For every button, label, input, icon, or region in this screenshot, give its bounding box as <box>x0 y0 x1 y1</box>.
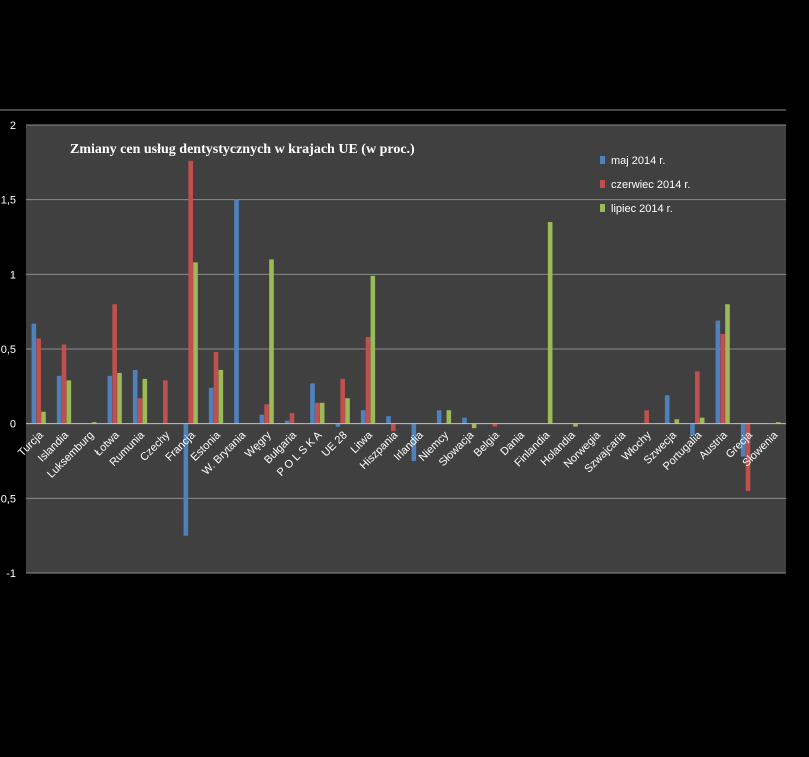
legend-label: lipiec 2014 r. <box>611 203 673 215</box>
bar-2 <box>289 413 295 424</box>
bar-3 <box>446 410 452 424</box>
bar-2 <box>315 402 320 424</box>
bar-1 <box>56 375 62 424</box>
bar-1 <box>132 369 138 424</box>
chart-title: Zmiany cen usług dentystycznych w krajac… <box>70 142 415 157</box>
bar-1 <box>411 423 417 461</box>
bar-2 <box>188 160 193 424</box>
y-tick-label: -1 <box>6 568 16 580</box>
bar-2 <box>720 334 725 424</box>
bar-3 <box>725 304 730 424</box>
y-axis: 2 1,5 1 0,5 0 -0,5 -1 <box>0 120 16 580</box>
legend-swatch <box>600 204 605 212</box>
y-tick-label: 1,5 <box>1 195 16 207</box>
y-tick-label: -0,5 <box>0 493 16 505</box>
bar-3 <box>41 411 46 424</box>
bar-2 <box>137 398 143 424</box>
bar-3 <box>471 423 477 429</box>
bar-1 <box>436 410 442 424</box>
bar-3 <box>218 369 224 424</box>
bar-2 <box>213 351 219 424</box>
bar-1 <box>664 395 670 424</box>
bar-2 <box>36 338 41 424</box>
bar-3 <box>142 378 148 424</box>
bar-1 <box>183 423 189 536</box>
bar-1 <box>715 320 721 424</box>
bar-1 <box>107 375 113 424</box>
bar-1 <box>31 323 37 424</box>
bar-1 <box>259 414 265 424</box>
bar-3 <box>345 398 350 424</box>
bar-2 <box>745 423 751 491</box>
bar-3 <box>573 423 578 427</box>
bar-2 <box>61 344 67 424</box>
bar-1 <box>360 410 366 424</box>
bar-3 <box>674 419 680 424</box>
legend-swatch <box>600 180 605 188</box>
bar-2 <box>492 423 497 427</box>
bar-3 <box>269 259 274 424</box>
bar-1 <box>462 417 467 424</box>
bar-3 <box>117 372 122 424</box>
bar-3 <box>699 417 705 424</box>
bar-2 <box>340 378 345 424</box>
legend-label: czerwiec 2014 r. <box>611 179 690 191</box>
legend: maj 2014 r. czerwiec 2014 r. lipiec 2014 r… <box>600 155 690 215</box>
bar-2 <box>695 371 700 424</box>
bar-1 <box>386 416 391 424</box>
y-tick-label: 0,5 <box>1 344 16 356</box>
bar-2 <box>365 337 371 424</box>
bar-1 <box>234 199 239 424</box>
bar-1 <box>335 423 341 427</box>
bar-2 <box>391 423 396 432</box>
y-tick-label: 0 <box>10 419 16 431</box>
y-tick-label: 2 <box>10 120 16 132</box>
bar-1 <box>284 420 290 424</box>
bar-2 <box>112 304 117 424</box>
bar-1 <box>310 383 315 424</box>
legend-label: maj 2014 r. <box>611 155 665 167</box>
legend-swatch <box>600 156 605 164</box>
bar-3 <box>66 380 72 424</box>
bar-1 <box>740 423 746 457</box>
bar-3 <box>91 422 97 424</box>
bar-3 <box>775 422 781 424</box>
bar-3 <box>547 222 553 424</box>
bar-3 <box>193 262 198 424</box>
bars <box>31 160 781 536</box>
grid <box>26 124 786 574</box>
bar-1 <box>690 423 695 436</box>
bar-3 <box>370 275 376 424</box>
bar-2 <box>644 410 649 424</box>
bar-3 <box>319 402 325 424</box>
bar-2 <box>264 404 269 424</box>
bar-1 <box>208 387 214 424</box>
y-tick-label: 1 <box>10 269 16 281</box>
bar-2 <box>163 380 168 424</box>
